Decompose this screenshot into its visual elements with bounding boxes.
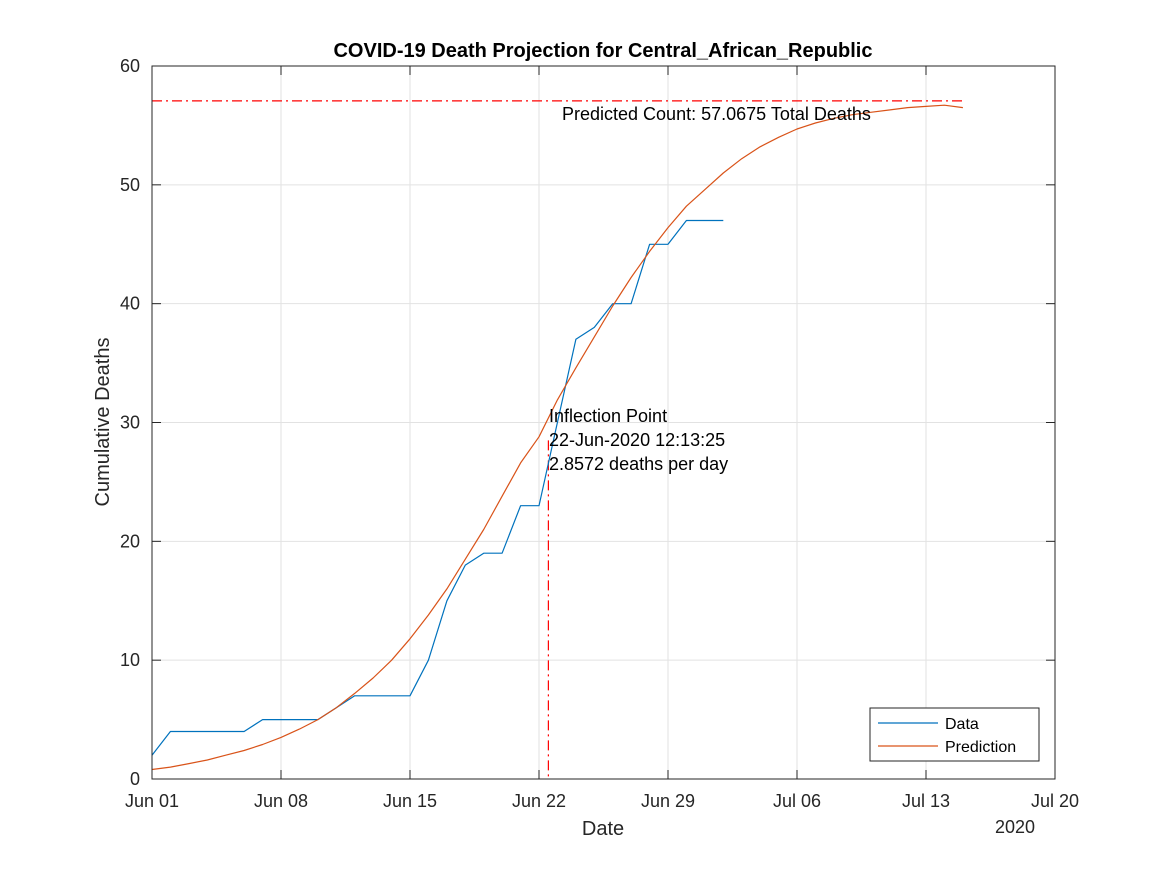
series-line-data	[151, 219, 724, 756]
y-tick-label: 0	[130, 769, 140, 789]
x-tick-label: Jul 13	[902, 791, 950, 811]
chart-title: COVID-19 Death Projection for Central_Af…	[333, 40, 872, 62]
legend-label-prediction: Prediction	[945, 739, 1016, 756]
series-lines	[151, 104, 963, 771]
x-tick-label: Jun 15	[383, 791, 437, 811]
y-tick-label: 40	[120, 294, 140, 314]
x-tick-label: Jun 08	[254, 791, 308, 811]
legend-box	[869, 707, 1040, 762]
series-line-prediction	[151, 104, 963, 771]
legend-label-data: Data	[945, 716, 979, 733]
y-tick-label: 30	[120, 413, 140, 433]
x-tick-label: Jun 29	[641, 791, 695, 811]
x-tick-label: Jul 06	[773, 791, 821, 811]
axis-ticks: Jun 01 Jun 08 Jun 15 Jun 22 Jun 29 Jul 06 Jul …	[120, 56, 1079, 811]
y-tick-label: 20	[120, 531, 140, 551]
inflection-line-1: Inflection Point	[549, 406, 667, 426]
x-tick-label: Jun 22	[512, 791, 566, 811]
annotations: Predicted Count: 57.0675 Total Deaths In…	[549, 104, 871, 474]
inflection-line-2: 22-Jun-2020 12:13:25	[549, 430, 725, 450]
predicted-count-annotation: Predicted Count: 57.0675 Total Deaths	[562, 104, 871, 124]
predicted-count-line: Predicted Count: 57.0675 Total Deaths	[562, 104, 871, 124]
x-tick-label: Jul 20	[1031, 791, 1079, 811]
x-axis-label: Date	[582, 818, 624, 840]
inflection-point-annotation: Inflection Point 22-Jun-2020 12:13:25 2.…	[549, 406, 730, 474]
y-tick-label: 60	[120, 56, 140, 76]
x-tick-label: Jun 01	[125, 791, 179, 811]
y-axis-label: Cumulative Deaths	[92, 338, 114, 507]
x-axis-year-label: 2020	[995, 817, 1035, 837]
reference-lines	[152, 100, 963, 779]
y-tick-label: 50	[120, 175, 140, 195]
inflection-line-3: 2.8572 deaths per day	[549, 454, 728, 474]
legend: Data Prediction	[869, 707, 1040, 762]
y-tick-label: 10	[120, 650, 140, 670]
